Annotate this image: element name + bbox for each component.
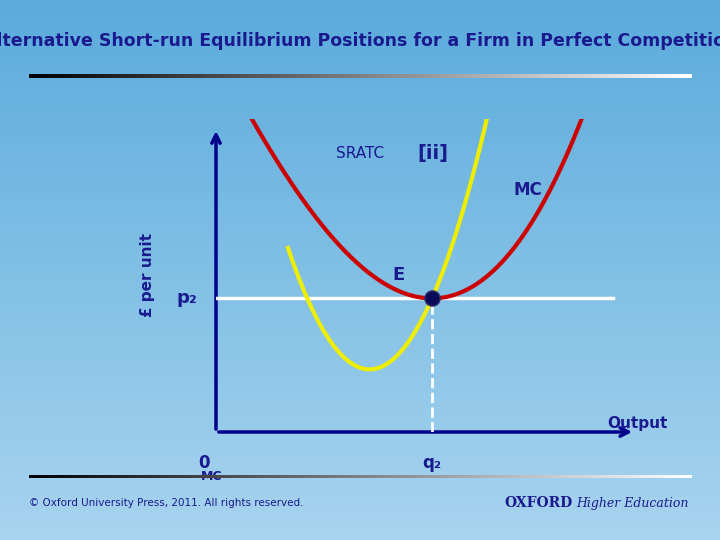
Text: MC: MC [200,470,222,483]
Text: [ii]: [ii] [418,144,449,163]
Text: Output: Output [607,416,667,431]
Text: © Oxford University Press, 2011. All rights reserved.: © Oxford University Press, 2011. All rig… [29,498,303,508]
Text: MC: MC [513,181,542,199]
Text: SRATC: SRATC [336,146,384,161]
Text: OXFORD: OXFORD [504,496,572,510]
Text: Alternative Short-run Equilibrium Positions for a Firm in Perfect Competition: Alternative Short-run Equilibrium Positi… [0,31,720,50]
Text: q₂: q₂ [423,454,441,472]
Text: 0: 0 [198,454,210,472]
Text: p₂: p₂ [176,289,197,307]
Text: E: E [392,266,405,285]
Text: Higher Education: Higher Education [576,497,688,510]
Text: £ per unit: £ per unit [140,233,155,318]
